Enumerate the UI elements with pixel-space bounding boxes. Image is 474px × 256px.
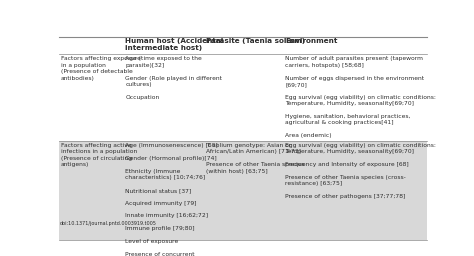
Text: Number of adult parasites present (tapeworm
carriers, hotspots) [58;68]

Number : Number of adult parasites present (tapew… [285,56,436,138]
Bar [124,37,204,54]
Text: Factors affecting exposure
in a population
(Presence of detectable
antibodies): Factors affecting exposure in a populati… [61,56,141,81]
Bar [283,37,427,54]
Bar [59,141,427,240]
Text: Egg survival (egg viability) on climatic conditions:
Temperature, Humidity, seas: Egg survival (egg viability) on climatic… [285,143,436,199]
Bar [59,37,124,54]
Text: Environment: Environment [285,38,337,44]
Text: Factors affecting active
infections in a population
(Presence of circulating
ant: Factors affecting active infections in a… [61,143,137,167]
Text: Human host (Accidental
intermediate host): Human host (Accidental intermediate host… [125,38,224,51]
Text: Age (time exposed to the
parasite)[32]

Gender (Role played in different
culture: Age (time exposed to the parasite)[32] G… [125,56,222,100]
Bar [59,54,427,141]
Text: Parasite (Taenia solium): Parasite (Taenia solium) [206,38,305,44]
Text: doi:10.1371/journal.pntd.0003919.t005: doi:10.1371/journal.pntd.0003919.t005 [59,221,156,226]
Text: Age (Immunosenescence) [60]

Gender (Hormonal profile)[74]

Ethnicity (Immune
ch: Age (Immunosenescence) [60] Gender (Horm… [125,143,218,256]
Bar [204,37,283,54]
Text: T. solium genotype: Asian or
African/Latin American) [71-73]

Presence of other : T. solium genotype: Asian or African/Lat… [206,143,305,174]
